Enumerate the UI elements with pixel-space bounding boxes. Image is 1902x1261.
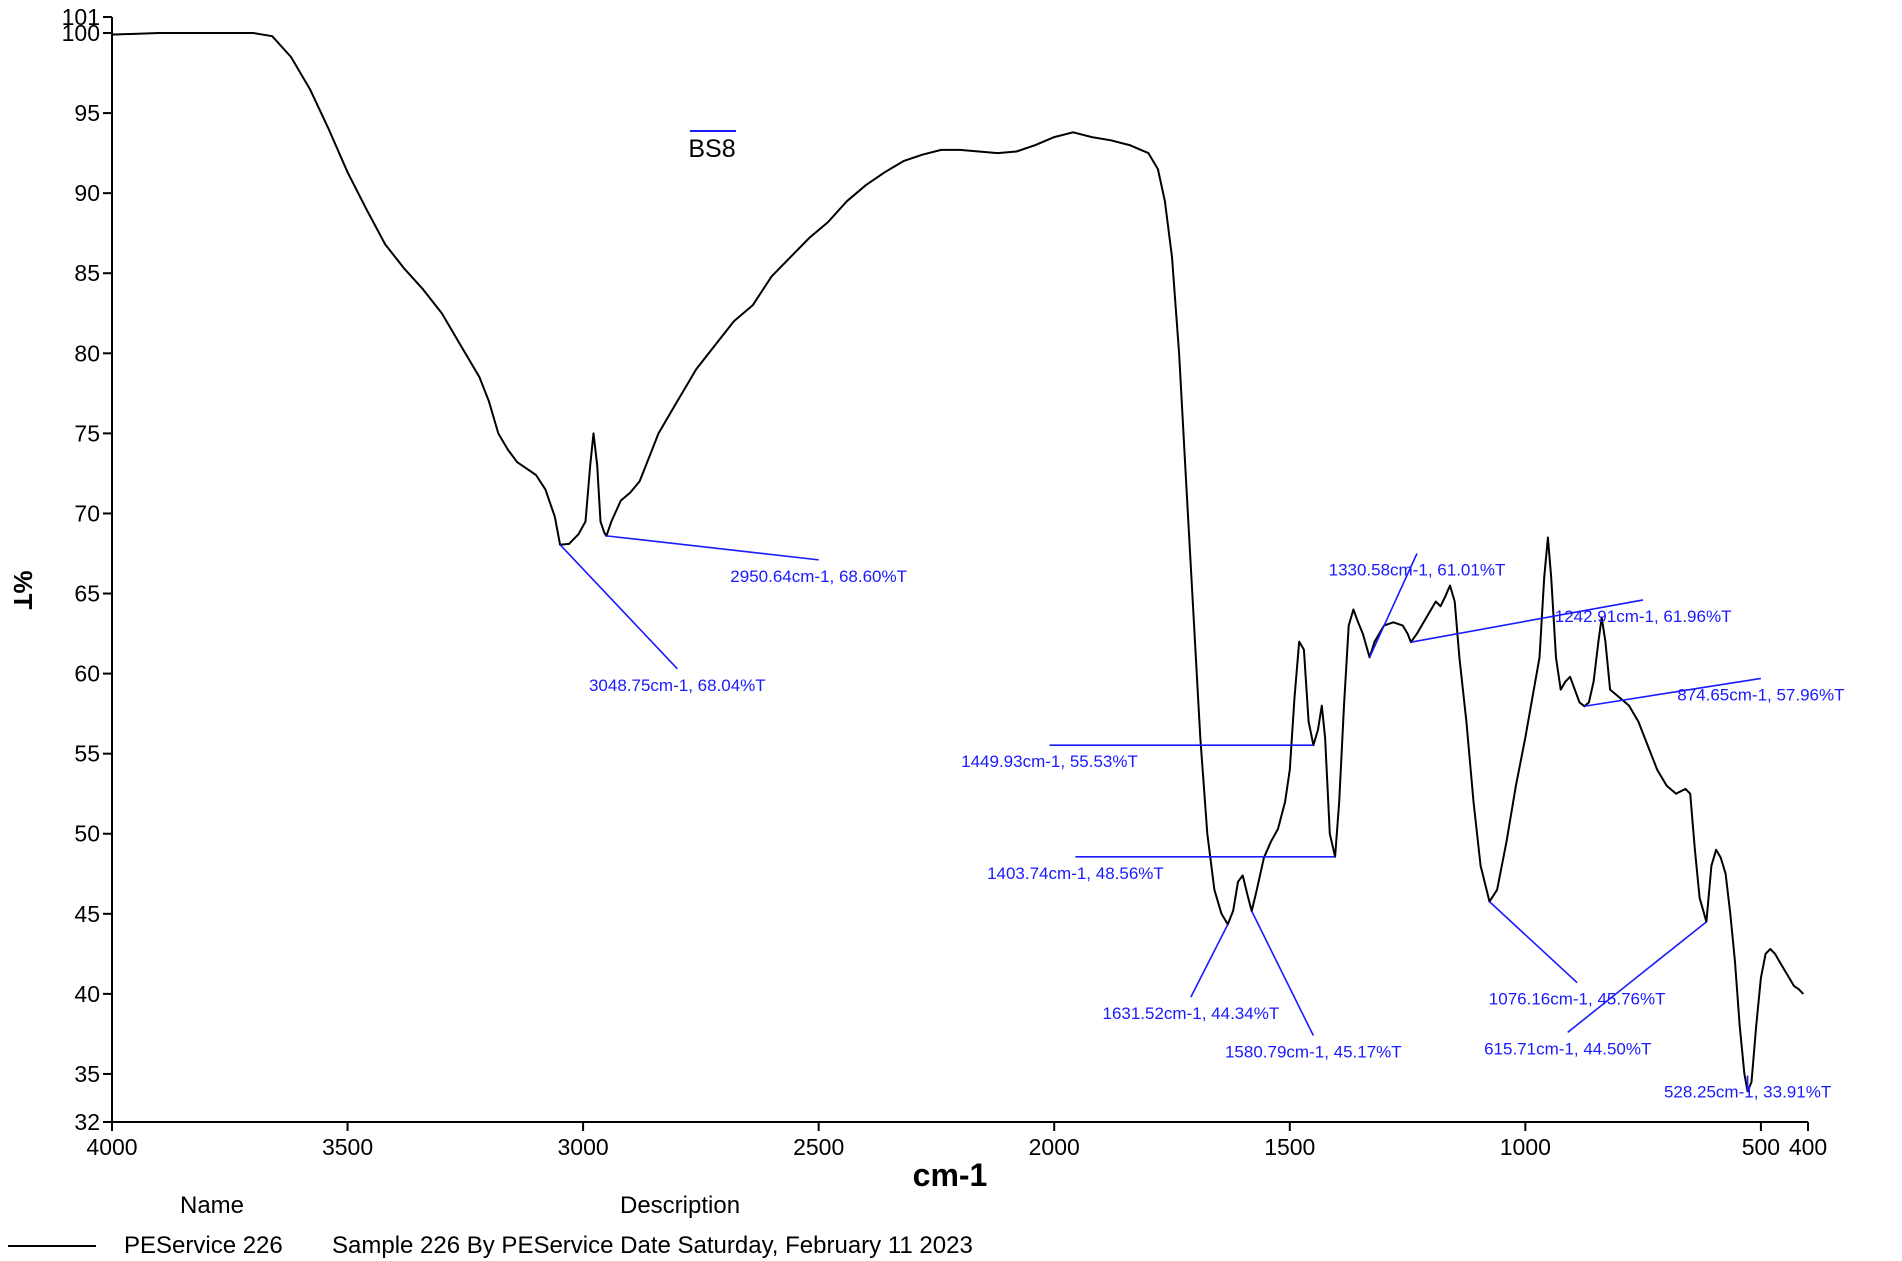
legend-name-header: Name <box>180 1192 245 1219</box>
x-tick-label: 1500 <box>1264 1134 1315 1160</box>
x-tick-label: 400 <box>1789 1134 1827 1160</box>
peak-label: 1330.58cm-1, 61.01%T <box>1329 560 1506 579</box>
legend-description-header: Description <box>620 1192 741 1219</box>
y-tick-label: 50 <box>74 821 100 847</box>
chart-axes <box>111 17 1808 1123</box>
peak-annotations: 2950.64cm-1, 68.60%T 3048.75cm-1, 68.04%T… <box>559 535 1845 1102</box>
y-axis-title: %T <box>8 571 38 610</box>
y-tick-label: 40 <box>74 981 100 1007</box>
legend-entry-name: PEService 226 <box>124 1232 283 1259</box>
y-tick-label: 80 <box>74 340 100 366</box>
y-tick-label: 35 <box>74 1061 100 1087</box>
peak-label: 528.25cm-1, 33.91%T <box>1664 1083 1831 1102</box>
legend: Name Description PEService 226 Sample 22… <box>0 1188 1902 1261</box>
sample-name-label: BS8 <box>688 135 735 163</box>
peak-leader-line <box>1190 924 1229 998</box>
chart-ticks: 4000 3500 3000 2500 2000 1500 1000 500 400 32 35 40… <box>62 4 1828 1160</box>
peak-leader-line <box>1488 901 1578 984</box>
x-tick-label: 4000 <box>86 1134 137 1160</box>
peak-label: 1449.93cm-1, 55.53%T <box>961 752 1138 771</box>
peak-label: 1076.16cm-1, 45.76%T <box>1489 990 1666 1009</box>
y-tick-label: 75 <box>74 420 100 446</box>
x-tick-label: 500 <box>1742 1134 1780 1160</box>
chart-series <box>111 32 1805 1093</box>
y-tick-label: 100 <box>62 20 100 46</box>
x-tick-label: 2500 <box>793 1134 844 1160</box>
x-tick-label: 3500 <box>322 1134 373 1160</box>
peak-label: 3048.75cm-1, 68.04%T <box>589 676 766 695</box>
peak-label: 1242.91cm-1, 61.96%T <box>1555 607 1732 626</box>
y-tick-label: 101 <box>62 4 100 30</box>
y-tick-label: 70 <box>74 500 100 526</box>
peak-label: 1403.74cm-1, 48.56%T <box>987 864 1164 883</box>
y-tick-label: 32 <box>74 1109 100 1135</box>
y-tick-label: 90 <box>74 180 100 206</box>
y-tick-label: 55 <box>74 741 100 767</box>
y-tick-label: 65 <box>74 581 100 607</box>
x-tick-label: 3000 <box>558 1134 609 1160</box>
y-tick-label: 85 <box>74 260 100 286</box>
peak-leader-line <box>1584 677 1762 708</box>
x-tick-label: 1000 <box>1500 1134 1551 1160</box>
peak-leader-line <box>606 535 819 561</box>
ftir-spectrum-chart: 4000 3500 3000 2500 2000 1500 1000 500 400 32 35 40… <box>8 4 1845 1188</box>
peak-leader-line <box>1368 553 1418 658</box>
peak-leader-line <box>1250 910 1315 1036</box>
peak-label: 874.65cm-1, 57.96%T <box>1677 685 1844 704</box>
x-tick-label: 2000 <box>1029 1134 1080 1160</box>
peak-label: 1580.79cm-1, 45.17%T <box>1225 1043 1402 1062</box>
spectrum-line <box>111 32 1805 1093</box>
y-tick-label: 60 <box>74 661 100 687</box>
peak-leader-line <box>559 544 678 670</box>
peak-label: 615.71cm-1, 44.50%T <box>1484 1039 1651 1058</box>
peak-leader-line <box>1410 599 1644 643</box>
legend-entry-description: Sample 226 By PEService Date Saturday, F… <box>332 1232 973 1259</box>
x-axis-title: cm-1 <box>913 1157 988 1188</box>
y-tick-label: 45 <box>74 901 100 927</box>
legend-line-swatch <box>8 1245 96 1247</box>
peak-leader-line <box>1567 921 1707 1033</box>
y-tick-label: 95 <box>74 100 100 126</box>
peak-label: 2950.64cm-1, 68.60%T <box>730 567 907 586</box>
peak-label: 1631.52cm-1, 44.34%T <box>1102 1004 1279 1023</box>
